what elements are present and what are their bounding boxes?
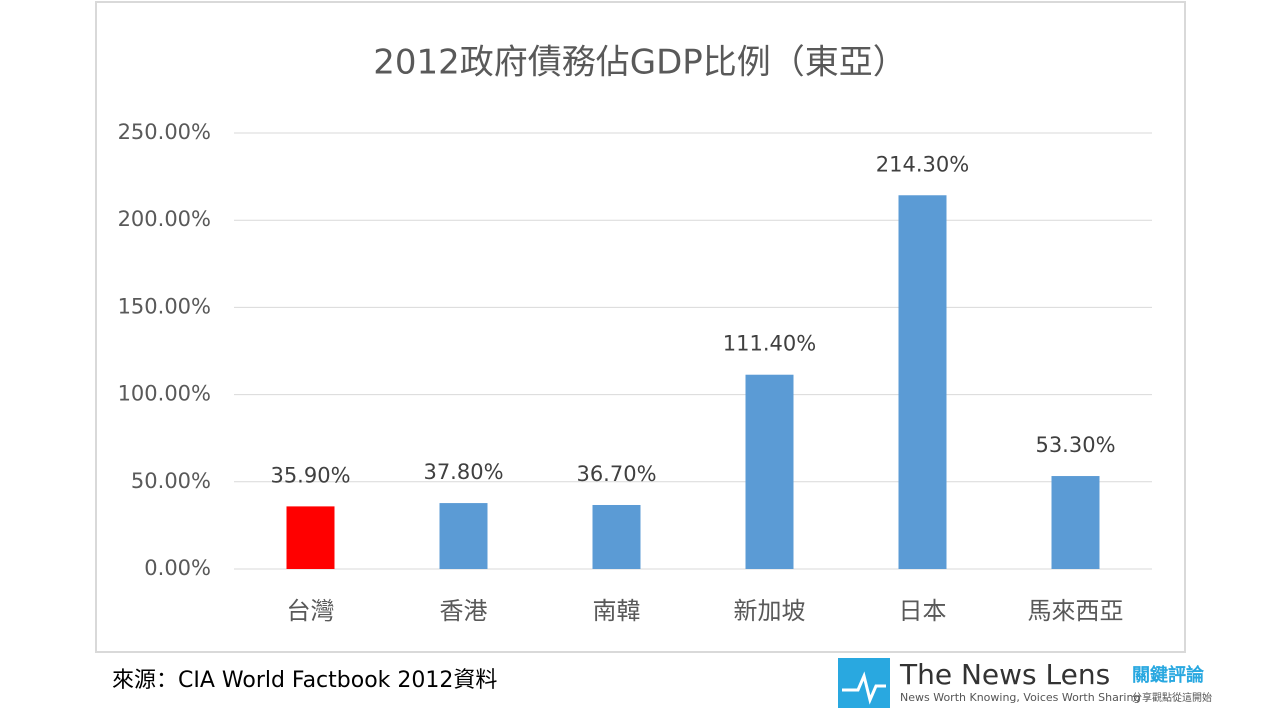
value-label: 111.40%: [723, 332, 816, 356]
y-tick-label: 100.00%: [118, 382, 211, 406]
logo-icon: [838, 658, 890, 708]
value-label: 214.30%: [876, 152, 969, 176]
x-tick-label: 台灣: [287, 597, 335, 625]
value-label: 36.70%: [576, 462, 656, 486]
x-tick-label: 新加坡: [734, 597, 806, 625]
bar: [439, 503, 488, 569]
x-tick-label: 日本: [899, 597, 947, 625]
y-tick-label: 250.00%: [118, 120, 211, 144]
y-tick-label: 50.00%: [131, 469, 211, 493]
value-label: 35.90%: [270, 463, 350, 487]
source-note: 來源：CIA World Factbook 2012資料: [112, 668, 497, 693]
bar: [898, 195, 947, 569]
bar: [286, 506, 335, 569]
logo-tagline: News Worth Knowing, Voices Worth Sharing: [900, 691, 1140, 704]
y-tick-label: 200.00%: [118, 207, 211, 231]
plot: 0.00% 50.00% 100.00% 150.00% 200.00% 250.00% 台…: [118, 120, 1152, 625]
value-label: 53.30%: [1035, 433, 1115, 457]
x-tick-label: 香港: [440, 597, 488, 625]
chart-title: 2012政府債務佔GDP比例（東亞）: [373, 43, 907, 83]
y-tick-label: 150.00%: [118, 294, 211, 318]
x-tick-label: 南韓: [593, 597, 641, 625]
bar: [745, 374, 794, 569]
logo-name-zh: 關鍵評論: [1132, 664, 1205, 686]
bar: [592, 504, 641, 569]
logo-name: The News Lens: [899, 658, 1110, 691]
value-label: 37.80%: [423, 460, 503, 484]
logo-pulse: [842, 671, 886, 705]
x-tick-label: 馬來西亞: [1028, 597, 1124, 625]
y-tick-label: 0.00%: [144, 556, 211, 580]
bar: [1051, 476, 1100, 569]
logo-tagline-zh: 分享觀點從這開始: [1132, 691, 1212, 704]
